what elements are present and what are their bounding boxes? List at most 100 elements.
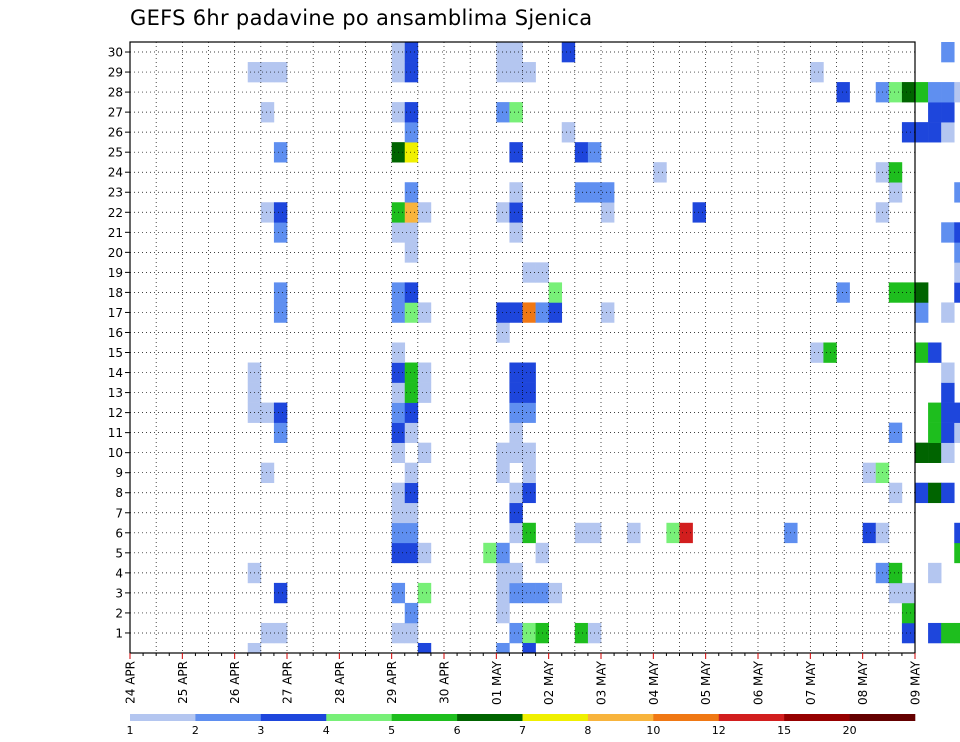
heatmap-cell (417, 302, 432, 323)
heatmap-cell (273, 422, 288, 443)
heatmap-cell (404, 122, 419, 143)
heatmap-cell (509, 62, 523, 83)
y-tick-label: 18 (108, 286, 123, 300)
colorbar-label: 5 (388, 724, 395, 737)
heatmap-cell (496, 582, 510, 604)
heatmap-cell (810, 342, 824, 363)
heatmap-cell (561, 42, 576, 63)
heatmap-cell (522, 522, 536, 544)
y-tick-label: 3 (115, 586, 123, 600)
colorbar-swatch (457, 714, 523, 721)
heatmap-cell (496, 542, 510, 564)
heatmap-cell (404, 482, 419, 504)
heatmap-cell (928, 442, 942, 463)
heatmap-cell (496, 42, 510, 63)
heatmap-cell (888, 582, 903, 604)
heatmap-cell (404, 142, 419, 163)
heatmap-cell (601, 202, 615, 223)
colorbar-label: 7 (519, 724, 526, 737)
heatmap-cell (509, 502, 523, 524)
heatmap-cells (247, 42, 960, 653)
y-tick-label: 16 (108, 326, 123, 340)
x-tick-label: 07 MAY (804, 660, 818, 705)
y-tick-label: 1 (115, 626, 123, 640)
heatmap-cell (627, 522, 641, 544)
heatmap-cell (915, 122, 929, 143)
x-tick-label: 01 MAY (490, 660, 504, 705)
heatmap-cell (928, 562, 942, 584)
heatmap-cell (260, 102, 275, 123)
heatmap-cell (941, 482, 955, 504)
heatmap-cell (522, 622, 536, 644)
colorbar-label: 4 (323, 724, 330, 737)
colorbar-swatch (130, 714, 196, 721)
heatmap-cell (954, 542, 960, 564)
colorbar-swatch (195, 714, 262, 721)
heatmap-cell (509, 622, 523, 644)
y-axis: 1234567891011121314151617181920212223242… (108, 46, 130, 640)
heatmap-cell (417, 382, 432, 403)
heatmap-cell (666, 522, 680, 544)
heatmap-cell (901, 622, 916, 644)
y-tick-label: 19 (108, 266, 123, 280)
heatmap-cell (509, 142, 523, 163)
heatmap-cell (417, 442, 432, 463)
heatmap-cell (522, 642, 536, 653)
colorbar-swatch (784, 714, 850, 721)
y-tick-label: 24 (108, 166, 123, 180)
colorbar-swatch (391, 714, 458, 721)
heatmap-cell (941, 622, 955, 644)
heatmap-cell (941, 222, 955, 243)
chart-title: GEFS 6hr padavine po ansamblima Sjenica (130, 6, 593, 30)
colorbar-label: 20 (843, 724, 857, 737)
colorbar-label: 10 (646, 724, 660, 737)
heatmap-cell (404, 602, 419, 624)
y-tick-label: 21 (108, 226, 123, 240)
heatmap-cell (574, 622, 589, 644)
heatmap-cell (522, 262, 536, 283)
heatmap-cell (404, 462, 419, 484)
heatmap-cell (522, 382, 536, 403)
heatmap-cell (509, 402, 523, 423)
heatmap-cell (404, 502, 419, 524)
y-tick-label: 5 (115, 546, 123, 560)
colorbar-label: 3 (257, 724, 264, 737)
y-tick-label: 11 (108, 426, 123, 440)
heatmap-cell (522, 482, 536, 504)
heatmap-cell (888, 422, 903, 443)
heatmap-cell (574, 182, 589, 203)
heatmap-cell (496, 602, 510, 624)
colorbar-swatch (718, 714, 785, 721)
y-tick-label: 14 (108, 366, 123, 380)
heatmap-cell (601, 182, 615, 203)
x-tick-label: 29 APR (385, 661, 399, 704)
y-tick-label: 4 (115, 566, 123, 580)
heatmap-cell (509, 442, 523, 463)
heatmap-cell (496, 202, 510, 223)
colorbar-label: 6 (454, 724, 461, 737)
heatmap-cell (901, 602, 916, 624)
x-tick-label: 06 MAY (752, 660, 766, 705)
heatmap-cell (496, 322, 510, 343)
x-tick-label: 28 APR (333, 661, 347, 704)
heatmap-cell (509, 522, 523, 544)
heatmap-cell (574, 522, 589, 544)
heatmap-cell (548, 282, 563, 303)
heatmap-cell (404, 182, 419, 203)
heatmap-cell (928, 482, 942, 504)
y-tick-label: 26 (108, 126, 123, 140)
heatmap-cell (509, 482, 523, 504)
heatmap-cell (888, 82, 903, 103)
y-tick-label: 25 (108, 146, 123, 160)
heatmap-cell (273, 302, 288, 323)
heatmap-cell (941, 82, 955, 103)
y-tick-label: 13 (108, 386, 123, 400)
colorbar-swatch (522, 714, 589, 721)
heatmap-cell (862, 522, 877, 544)
heatmap-cell (862, 462, 877, 484)
x-tick-label: 27 APR (281, 661, 295, 704)
x-tick-label: 04 MAY (647, 660, 661, 705)
y-tick-label: 8 (115, 486, 123, 500)
heatmap-cell (915, 342, 929, 363)
heatmap-cell (941, 442, 955, 463)
